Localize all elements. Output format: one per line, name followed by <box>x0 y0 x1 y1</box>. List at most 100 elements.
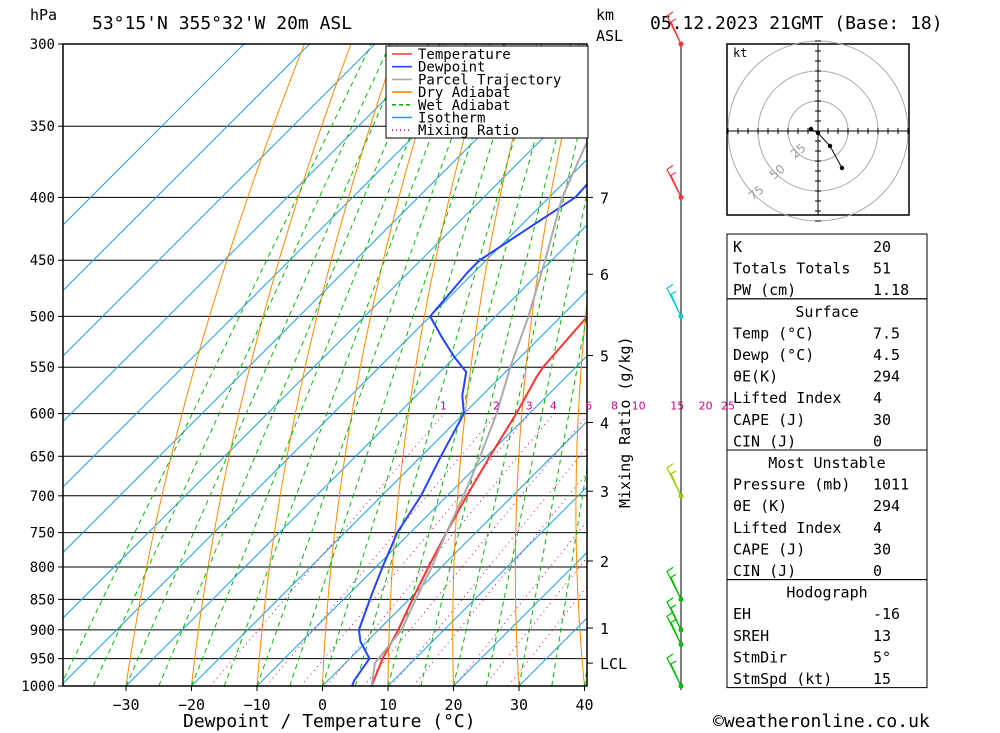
stats-row-value: 0 <box>873 432 882 450</box>
isotherm-line <box>63 44 376 357</box>
wet-adiabat-line <box>125 44 410 686</box>
hodograph-point <box>827 143 833 149</box>
stats-row-label: Dewp (°C) <box>733 346 814 364</box>
isotherm-line <box>63 93 587 619</box>
legend-box <box>385 45 589 139</box>
hodograph-trace <box>810 128 843 169</box>
mixing-ratio-line <box>326 413 555 686</box>
stats-row-label: StmSpd (kt) <box>733 670 832 688</box>
stats-row-label: Lifted Index <box>733 519 841 537</box>
pressure-tick-label: 1000 <box>21 679 55 695</box>
isotherm-line <box>63 44 441 423</box>
stats-row-value: -16 <box>873 605 900 623</box>
mixing-ratio-label: 6 <box>585 400 592 413</box>
asl-label: ASL <box>596 27 623 45</box>
dry-adiabat-line <box>125 44 305 686</box>
hodograph-point <box>808 126 814 132</box>
legend-label: Isotherm <box>418 111 485 127</box>
legend-label: Mixing Ratio <box>418 123 519 139</box>
stats-row-label: SREH <box>733 627 769 645</box>
mixing-ratio-label: 8 <box>611 400 618 413</box>
mixing-ratio-label: 20 <box>699 400 713 413</box>
stats-row-label: K <box>733 238 742 256</box>
credit-text: ©weatheronline.co.uk <box>713 711 930 732</box>
isotherm-line <box>63 44 507 488</box>
height-tick-label: 1 <box>600 620 609 638</box>
series-line-parcel-trajectory <box>370 139 587 686</box>
wet-adiabat-line <box>256 44 486 686</box>
stats-row-label: Totals Totals <box>733 260 850 278</box>
pressure-tick-label: 450 <box>30 253 55 269</box>
stats-row-value: 4 <box>873 389 882 407</box>
stats-section-header: Surface <box>795 303 858 321</box>
wet-adiabat-line <box>322 44 524 686</box>
hodograph-point <box>839 165 845 171</box>
dry-adiabat-line <box>191 44 352 686</box>
stats-row-label: EH <box>733 605 751 623</box>
stats-row-value: 13 <box>873 627 891 645</box>
wet-adiabat-line <box>420 44 581 686</box>
wet-adiabat-line <box>191 44 448 686</box>
mixing-ratio-axis-label: Mixing Ratio (g/kg) <box>616 336 634 508</box>
height-tick-label: 4 <box>600 414 609 432</box>
stats-row-value: 0 <box>873 562 882 580</box>
mixing-ratio-line <box>453 520 587 686</box>
series-line-temperature <box>370 315 587 686</box>
isotherm-line <box>453 551 587 686</box>
stats-row-label: CIN (J) <box>733 562 796 580</box>
wind-barb <box>666 611 682 645</box>
plot-frame <box>62 43 588 687</box>
mixing-ratio-line <box>391 446 587 686</box>
mixing-ratio-label: 10 <box>632 400 646 413</box>
height-tick-label: 3 <box>600 483 609 501</box>
legend-label: Dewpoint <box>418 60 485 76</box>
pressure-tick-label: 600 <box>30 407 55 423</box>
wind-barb <box>666 11 682 45</box>
stats-row-value: 7.5 <box>873 324 900 342</box>
stats-row-label: StmDir <box>733 648 787 666</box>
mixing-ratio-line <box>300 413 531 686</box>
dry-adiabat-line <box>514 44 584 686</box>
wind-profile <box>666 11 684 690</box>
stats-section-box <box>726 579 928 689</box>
dry-adiabat-line <box>322 44 445 686</box>
pressure-tick-label: 350 <box>30 119 55 135</box>
wet-adiabat-line <box>453 93 587 686</box>
pressure-tick-label: 500 <box>30 309 55 325</box>
stats-row-value: 5° <box>873 648 891 666</box>
wind-barb <box>666 164 682 198</box>
wet-adiabat-line <box>387 44 562 686</box>
legend-label: Dry Adiabat <box>418 85 511 101</box>
height-tick-label: 5 <box>600 347 609 365</box>
temperature-tick-label: −20 <box>178 696 205 714</box>
isotherm-line <box>125 224 587 686</box>
temperature-tick-label: −10 <box>243 696 270 714</box>
temperature-tick-label: 10 <box>379 696 397 714</box>
pressure-tick-label: 650 <box>30 449 55 465</box>
pressure-tick-label: 400 <box>30 190 55 206</box>
stats-section-header: Most Unstable <box>768 454 885 472</box>
stats-section-header: Hodograph <box>786 584 867 602</box>
stats-row-value: 294 <box>873 368 900 386</box>
wet-adiabat-line <box>485 191 587 686</box>
wind-barb <box>666 463 682 497</box>
temperature-tick-label: −30 <box>112 696 139 714</box>
wet-adiabat-line <box>92 44 391 686</box>
dry-adiabat-line <box>953 44 1000 686</box>
dry-adiabat-line <box>575 298 587 686</box>
dry-adiabat-line <box>256 44 398 686</box>
wet-adiabat-line <box>158 44 429 686</box>
height-tick-label: 6 <box>600 266 609 284</box>
isotherm-line <box>63 44 245 226</box>
isotherm-line <box>191 289 587 686</box>
hpa-label: hPa <box>30 6 57 24</box>
location-title: 53°15'N 355°32'W 20m ASL <box>92 13 352 34</box>
wind-barb <box>666 597 682 631</box>
mixing-ratio-label: 25 <box>721 400 735 413</box>
stats-row-value: 30 <box>873 540 891 558</box>
stats-row-label: θE(K) <box>733 368 778 386</box>
wind-barb <box>666 653 682 687</box>
stats-row-value: 1.18 <box>873 281 909 299</box>
stats-row-label: Lifted Index <box>733 389 841 407</box>
